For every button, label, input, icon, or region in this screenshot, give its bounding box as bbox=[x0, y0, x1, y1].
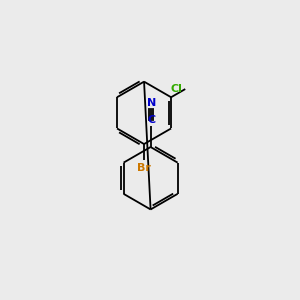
Text: C: C bbox=[147, 115, 155, 125]
Text: Br: Br bbox=[137, 163, 151, 173]
Text: Cl: Cl bbox=[171, 84, 183, 94]
Text: N: N bbox=[147, 98, 156, 108]
